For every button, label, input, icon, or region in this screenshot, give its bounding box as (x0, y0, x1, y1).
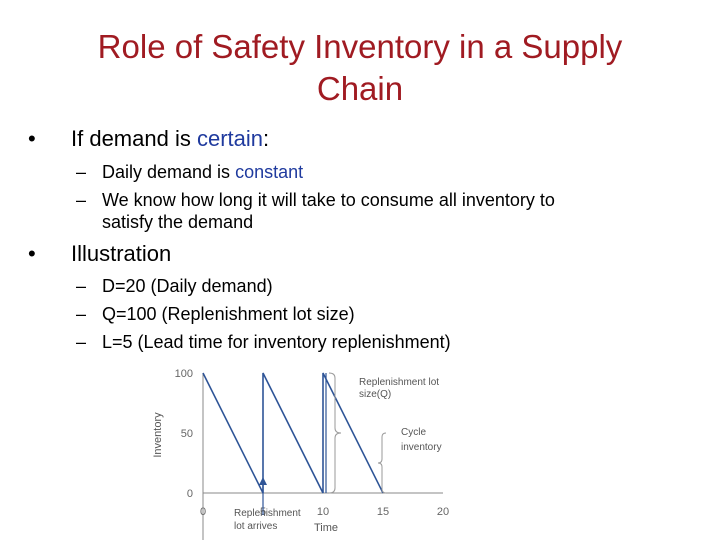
arrival-arrow-head (259, 477, 267, 485)
bullet-text: If demand is (71, 126, 197, 151)
inventory-chart-svg: 100500-5005101520InventoryTimeReplenishm… (152, 368, 449, 545)
bullet-text: Illustration (71, 241, 172, 266)
inventory-series-line (202, 372, 384, 494)
bullet-icon: • (28, 126, 36, 151)
x-axis-label: Time (314, 522, 338, 534)
highlight-constant: constant (235, 162, 304, 182)
sub-bullet-text: Daily demand is (102, 162, 236, 182)
x-tick-label: 20 (437, 506, 449, 518)
cycle-inventory-label-line-2: inventory (401, 442, 442, 453)
x-tick-label: 0 (200, 506, 206, 518)
lot-size-label-line-1: Replenishment lot (359, 377, 439, 388)
y-axis-label: Inventory (152, 412, 164, 458)
cycle-inventory-label-line-1: Cycle (401, 427, 426, 438)
sub-bullet-text: L=5 (Lead time for inventory replenishme… (102, 332, 451, 352)
highlight-certain: certain (196, 126, 263, 151)
inventory-chart: 100500-5005101520InventoryTimeReplenishm… (140, 360, 480, 545)
dash-icon: – (76, 190, 87, 210)
arrival-label-line-1: Replenishment (234, 508, 301, 519)
x-tick-label: 10 (317, 506, 329, 518)
lot-size-label-line-2: size(Q) (359, 389, 391, 400)
sub-bullet-text-line-1: We know how long it will take to consume… (102, 190, 555, 210)
title-line-1: Role of Safety Inventory in a Supply (97, 28, 623, 65)
bullet-suffix: : (263, 126, 270, 151)
dash-icon: – (76, 304, 87, 324)
x-tick-label: 15 (377, 506, 389, 518)
dash-icon: – (76, 162, 87, 182)
y-tick-label: 0 (187, 488, 193, 500)
title-line-2: Chain (316, 70, 404, 107)
y-tick-label: 50 (181, 428, 193, 440)
y-tick-label: 100 (175, 368, 193, 380)
dash-icon: – (76, 332, 87, 352)
dash-icon: – (76, 276, 87, 296)
lot-size-brace (328, 372, 342, 494)
arrival-label-line-2: lot arrives (234, 521, 277, 532)
cycle-inventory-brace (377, 432, 387, 494)
bullet-icon: • (28, 241, 36, 266)
sub-bullet-text: D=20 (Daily demand) (102, 276, 273, 296)
slide-title: Role of Safety Inventory in a Supply Cha… (40, 26, 680, 110)
sub-bullet-text-line-2: satisfy the demand (102, 212, 254, 232)
sub-bullet-text: Q=100 (Replenishment lot size) (102, 304, 355, 324)
